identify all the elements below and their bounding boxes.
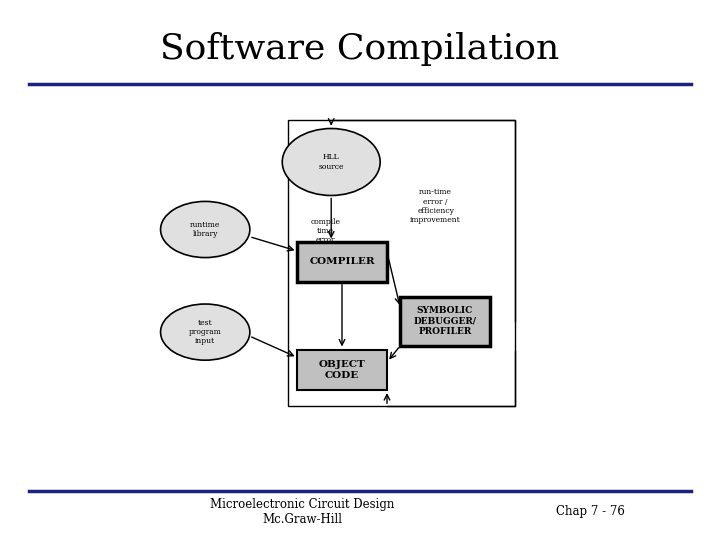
Text: test
program
input: test program input — [189, 319, 222, 345]
Text: OBJECT
CODE: OBJECT CODE — [319, 360, 365, 380]
Bar — [297, 241, 387, 282]
Bar — [400, 297, 490, 346]
Text: run-time
error /
efficiency
improvement: run-time error / efficiency improvement — [410, 188, 461, 224]
Text: Chap 7 - 76: Chap 7 - 76 — [556, 505, 625, 518]
Ellipse shape — [161, 304, 250, 360]
Text: compile
time
error: compile time error — [310, 218, 341, 244]
Text: Software Compilation: Software Compilation — [161, 32, 559, 65]
Text: runtime
library: runtime library — [190, 221, 220, 238]
Text: SYMBOLIC
DEBUGGER/
PROFILER: SYMBOLIC DEBUGGER/ PROFILER — [413, 306, 477, 336]
Text: HLL
source: HLL source — [318, 153, 344, 171]
Ellipse shape — [282, 129, 380, 195]
Bar — [297, 350, 387, 390]
Bar — [288, 120, 515, 406]
Text: COMPILER: COMPILER — [309, 258, 375, 266]
Ellipse shape — [161, 201, 250, 258]
Text: Microelectronic Circuit Design
Mc.Graw-Hill: Microelectronic Circuit Design Mc.Graw-H… — [210, 498, 395, 526]
